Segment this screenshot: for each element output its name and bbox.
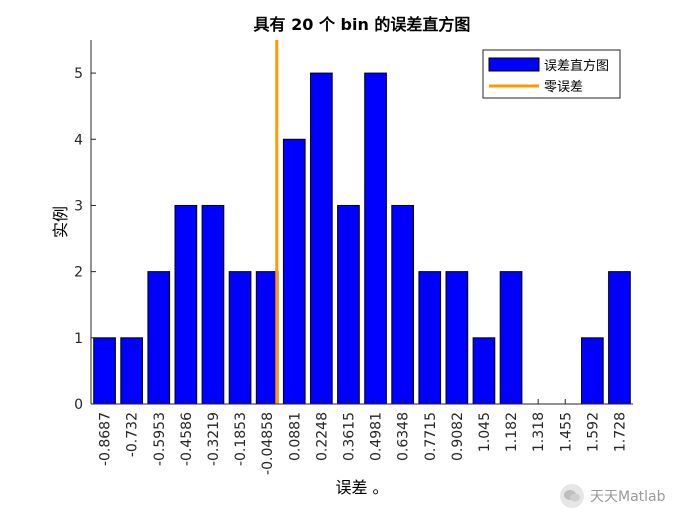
bar xyxy=(337,204,360,405)
bar xyxy=(499,271,523,405)
bar xyxy=(201,204,225,405)
bar xyxy=(93,337,116,405)
bar xyxy=(147,271,171,405)
bar xyxy=(472,337,496,405)
x-tick-label: 0.9082 xyxy=(450,412,466,461)
legend-label-zero-error: 零误差 xyxy=(544,80,583,95)
y-tick-label: 3 xyxy=(74,198,83,214)
x-tick-label: -0.8687 xyxy=(98,412,114,466)
y-tick-label: 2 xyxy=(74,265,83,281)
x-tick-label: -0.1853 xyxy=(233,412,249,466)
x-tick-label: 1.182 xyxy=(504,412,520,452)
bar xyxy=(174,204,198,405)
bar xyxy=(445,271,469,405)
x-tick-label: 1.728 xyxy=(612,412,628,452)
chart-title: 具有 20 个 bin 的误差直方图 xyxy=(254,15,471,34)
bar xyxy=(581,337,604,405)
x-tick-label: -0.732 xyxy=(125,412,141,457)
legend-swatch-histogram xyxy=(488,57,540,72)
bar xyxy=(255,271,279,405)
x-tick-label: -0.3219 xyxy=(206,412,222,466)
x-tick-label: 0.2248 xyxy=(314,412,330,461)
x-tick-label: -0.4586 xyxy=(179,412,195,466)
bar xyxy=(282,138,306,405)
x-tick-label: 0.3615 xyxy=(341,412,357,461)
x-tick-label: -0.5953 xyxy=(152,412,168,466)
x-axis-label: 误差 。 xyxy=(335,478,388,497)
x-tick-label: 0.6348 xyxy=(396,412,412,461)
x-tick-label: 0.4981 xyxy=(369,412,385,461)
x-tick-label: -0.04858 xyxy=(260,412,276,475)
x-tick-label: 0.0881 xyxy=(287,412,303,461)
y-tick-label: 1 xyxy=(74,331,83,347)
bar xyxy=(418,271,442,405)
x-tick-label: 1.045 xyxy=(477,412,493,452)
y-tick-label: 4 xyxy=(74,132,83,148)
bar xyxy=(391,204,414,405)
bar xyxy=(364,72,387,405)
legend-label-histogram: 误差直方图 xyxy=(544,58,609,74)
bar xyxy=(120,337,143,405)
bar xyxy=(608,271,631,405)
y-tick-label: 0 xyxy=(74,397,83,413)
x-tick-label: 0.7715 xyxy=(423,412,439,461)
wechat-icon xyxy=(560,484,584,508)
bar xyxy=(228,271,252,405)
y-axis-label: 实例 xyxy=(51,206,70,238)
x-tick-label: 1.455 xyxy=(558,412,574,452)
y-tick-label: 5 xyxy=(74,66,83,82)
watermark-text: 天天Matlab xyxy=(590,489,666,505)
x-tick-label: 1.592 xyxy=(585,412,601,452)
watermark: 天天Matlab xyxy=(560,483,666,509)
x-tick-label: 1.318 xyxy=(531,412,547,452)
bar xyxy=(310,72,333,405)
